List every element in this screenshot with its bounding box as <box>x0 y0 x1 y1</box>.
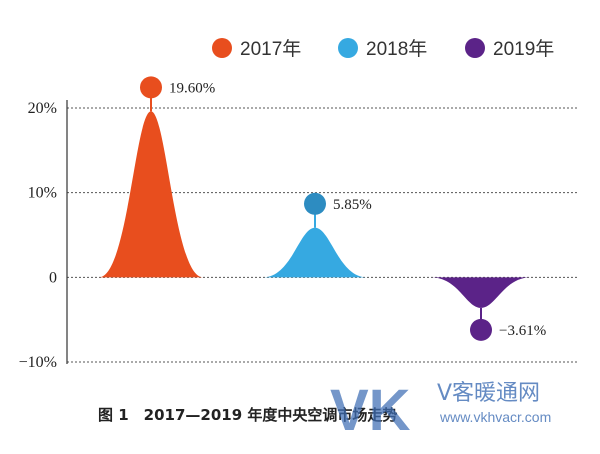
watermark-logo: VK <box>330 378 411 443</box>
value-marker <box>470 318 492 341</box>
value-marker <box>140 76 162 99</box>
figure-caption: 图 1 2017—2019 年度中央空调市场走势 <box>98 406 397 424</box>
y-tick-label: 20% <box>28 100 57 117</box>
y-tick-label: 0 <box>49 269 57 286</box>
legend-marker <box>338 38 358 58</box>
series-area <box>263 227 367 278</box>
data-label: 19.60% <box>169 80 215 96</box>
series-area <box>99 111 203 278</box>
data-label: −3.61% <box>499 323 546 339</box>
y-tick-labels: 20% 10% 0 −10% <box>19 100 57 371</box>
legend-marker <box>465 38 485 58</box>
legend-label: 2018年 <box>366 38 427 60</box>
series: 19.60% 5.85% −3.61% <box>99 76 546 341</box>
watermark-url: www.vkhvacr.com <box>439 409 551 425</box>
legend-marker <box>212 38 232 58</box>
watermark: VK V客暖通网 www.vkhvacr.com <box>330 378 551 443</box>
legend-label: 2019年 <box>493 38 554 60</box>
series-area <box>431 277 531 308</box>
watermark-brand: V客暖通网 <box>437 381 540 406</box>
y-tick-label: −10% <box>19 354 57 371</box>
legend-label: 2017年 <box>240 38 301 60</box>
legend: 2017年 2018年 2019年 <box>212 38 554 60</box>
value-marker <box>304 192 326 215</box>
y-tick-label: 10% <box>28 185 57 202</box>
data-label: 5.85% <box>333 197 372 213</box>
